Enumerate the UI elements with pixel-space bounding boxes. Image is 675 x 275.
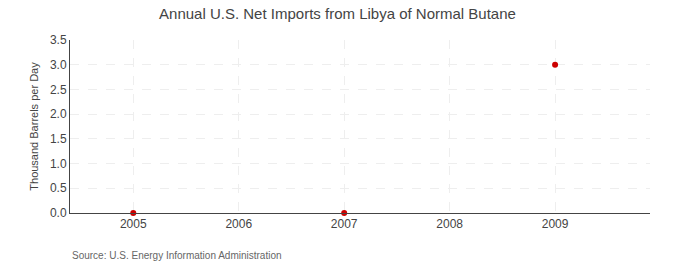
- svg-text:3.0: 3.0: [50, 58, 67, 72]
- svg-text:1.5: 1.5: [50, 132, 67, 146]
- svg-text:2006: 2006: [225, 217, 252, 231]
- svg-text:0.5: 0.5: [50, 181, 67, 195]
- svg-text:2007: 2007: [331, 217, 358, 231]
- svg-text:Thousand Barrels per Day: Thousand Barrels per Day: [28, 62, 40, 191]
- svg-text:2.5: 2.5: [50, 83, 67, 97]
- svg-text:2.0: 2.0: [50, 107, 67, 121]
- svg-text:2009: 2009: [542, 217, 569, 231]
- svg-text:2008: 2008: [436, 217, 463, 231]
- svg-text:0.0: 0.0: [50, 206, 67, 220]
- svg-text:Annual U.S. Net Imports from L: Annual U.S. Net Imports from Libya of No…: [159, 5, 516, 22]
- svg-text:2005: 2005: [120, 217, 147, 231]
- svg-text:1.0: 1.0: [50, 157, 67, 171]
- svg-text:3.5: 3.5: [50, 33, 67, 47]
- svg-text:Source: U.S. Energy Informatio: Source: U.S. Energy Information Administ…: [72, 250, 282, 261]
